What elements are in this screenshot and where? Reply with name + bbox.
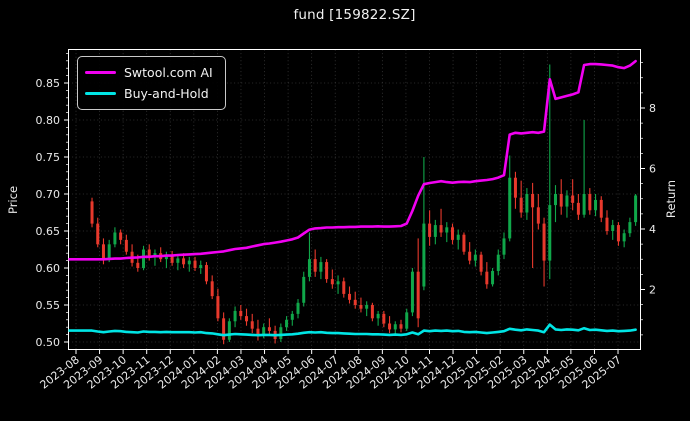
legend-item-buyhold: Buy-and-Hold [85,83,213,104]
y-axis-price: 0.50 0.55 0.60 0.65 0.70 0.75 0.80 0.85 [36,53,69,349]
return-axis-label: Return [664,179,679,219]
y-axis-return: 2 4 6 8 [640,62,656,336]
price-tick-label: 0.75 [36,151,61,164]
ai-return-line [68,59,637,261]
legend-label-buyhold: Buy-and-Hold [124,86,209,101]
plot-border [68,49,641,350]
legend-item-ai: Swtool.com AI [85,62,213,83]
buy-and-hold-line [68,323,637,337]
price-tick-label: 0.80 [36,114,61,127]
return-tick-label: 6 [649,163,656,176]
return-tick-label: 8 [649,102,656,115]
chart-title: fund [159822.SZ] [293,7,416,23]
buy-hold-line-swatch [85,91,116,96]
price-tick-label: 0.65 [36,225,61,238]
legend: Swtool.com AI Buy-and-Hold [77,56,226,110]
return-tick-label: 2 [649,284,656,297]
price-axis-label: Price [6,185,21,215]
x-axis: 2023-082023-092023-102023-112023-122024-… [38,349,624,392]
price-tick-label: 0.60 [36,262,61,275]
price-tick-label: 0.55 [36,299,61,312]
ai-line-swatch [85,70,116,75]
return-tick-label: 4 [649,223,656,236]
price-tick-label: 0.70 [36,188,61,201]
price-tick-label: 0.85 [36,77,61,90]
legend-label-ai: Swtool.com AI [124,65,213,80]
price-tick-label: 0.50 [36,336,61,349]
